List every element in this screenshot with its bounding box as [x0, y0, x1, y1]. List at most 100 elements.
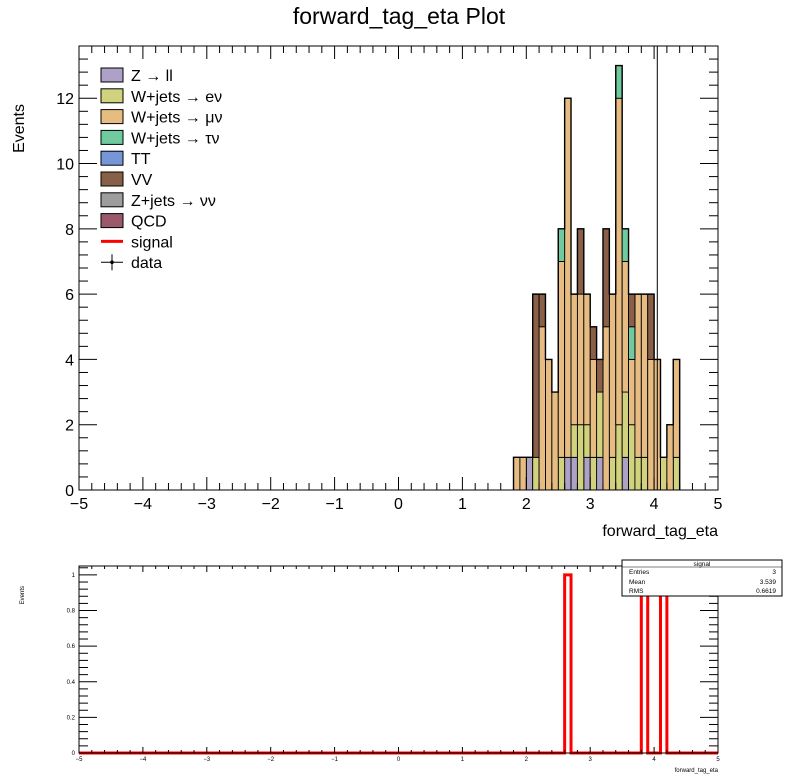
lower-y-axis-label: Events	[20, 586, 26, 604]
lower-x-tick-label: −4	[139, 757, 147, 763]
bar-w-jets-e-15	[608, 456, 617, 491]
bar-w-jets-e-20	[640, 456, 649, 491]
bar-z-ll-2	[525, 456, 534, 491]
main-x-tick-label: 0	[394, 496, 403, 513]
main-x-tick-label: −4	[134, 496, 152, 513]
bar-w-jets-15	[608, 293, 617, 458]
bar-w-jets-12	[589, 358, 598, 458]
bar-w-jets-e-23	[660, 456, 668, 491]
main-stack-bars	[512, 64, 681, 491]
legend-tt-swatch	[100, 150, 124, 166]
main-y-tick-label: 2	[65, 418, 74, 435]
main-y-tick-label: 0	[65, 483, 74, 500]
lower-x-tick-label: 4	[652, 757, 656, 763]
bar-w-jets-20	[640, 293, 649, 458]
bar-w-jets-25	[672, 358, 681, 458]
bar-w-jets-16	[615, 97, 623, 426]
legend-w-jets-e-swatch	[100, 88, 124, 104]
bar-w-jets-9	[570, 293, 578, 426]
legend-data-label: data	[131, 255, 162, 272]
bar-vv-13	[596, 358, 604, 393]
stats-entries-label: Entries	[629, 569, 650, 576]
bar-z-ll-11	[583, 456, 591, 491]
stats-rms-value: 0.6619	[756, 588, 776, 595]
bar-z-ll-9	[570, 456, 578, 491]
bar-w-jets-14	[602, 326, 610, 491]
bar-w-jets-19	[634, 293, 642, 458]
main-x-axis-label: forward_tag_eta	[602, 523, 718, 540]
bar-vv-14	[602, 228, 610, 328]
main-y-axis-label: Events	[11, 104, 28, 153]
bar-w-jets-18	[628, 358, 636, 426]
bar-w-jets-24	[666, 424, 674, 491]
main-y-tick-label: 4	[65, 352, 74, 369]
lower-x-tick-label: 2	[525, 757, 529, 763]
legend-w-jets-e-label: W+jets → eν	[131, 89, 222, 106]
bar-vv-10	[576, 228, 585, 295]
main-x-tick-label: −5	[70, 496, 88, 513]
bar-w-jets-1	[519, 456, 527, 491]
bar-w-jets-e-18	[628, 424, 636, 491]
bar-w-jets-7	[557, 261, 566, 458]
lower-x-axis-label: forward_tag_eta	[675, 768, 719, 774]
bar-w-jets-e-3	[532, 456, 540, 491]
stats-mean-label: Mean	[629, 579, 646, 586]
bar-z-ll-8	[564, 456, 572, 491]
stats-title: signal	[694, 561, 712, 568]
legend-z-ll-label: Z → ll	[131, 68, 173, 85]
lower-y-tick-label: 0.6	[67, 644, 76, 650]
bar-w-jets-e-25	[672, 456, 681, 491]
legend-z-jets-swatch	[100, 192, 124, 208]
legend-vv-label: VV	[131, 172, 153, 189]
bar-w-jets-e-19	[634, 456, 642, 491]
bar-w-jets-5	[545, 358, 553, 491]
chart-title: forward_tag_eta Plot	[293, 3, 506, 29]
signal-step-line	[79, 573, 718, 755]
bar-w-jets-8	[564, 97, 572, 458]
lower-y-tick-label: 0.8	[67, 609, 76, 615]
main-x-tick-label: −2	[262, 496, 280, 513]
main-x-tick-label: 2	[522, 496, 531, 513]
bar-z-ll-17	[621, 456, 629, 491]
bar-w-jets-e-16	[615, 424, 623, 491]
main-x-tick-label: −3	[198, 496, 216, 513]
main-y-tick-label: 12	[56, 91, 74, 108]
lower-x-tick-label: −3	[203, 757, 211, 763]
bar-w-jets-e-7	[557, 456, 566, 491]
lower-y-tick-label: 0.2	[67, 715, 76, 721]
legend-qcd-swatch	[100, 213, 124, 229]
bar-vv-3	[532, 293, 540, 458]
main-y-tick-label: 6	[65, 287, 74, 304]
main-x-tick-label: 3	[586, 496, 595, 513]
lower-y-tick-label: 1	[72, 573, 76, 579]
legend-tt-label: TT	[131, 151, 151, 168]
lower-x-tick-label: −2	[267, 757, 275, 763]
bar-z-ll-13	[596, 456, 604, 491]
stats-mean-value: 3.539	[760, 579, 777, 586]
lower-x-tick-label: 3	[589, 757, 593, 763]
bar-w-jets-17	[621, 228, 629, 262]
main-y-tick-label: 10	[56, 157, 74, 174]
lower-x-tick-label: 5	[716, 757, 720, 763]
bar-vv-4	[538, 293, 546, 328]
bar-vv-21	[647, 293, 655, 360]
bar-w-jets-10	[576, 293, 585, 426]
bar-w-jets-e-9	[570, 424, 578, 458]
bar-w-jets-e-13	[596, 391, 604, 458]
main-x-tick-label: −1	[325, 496, 343, 513]
lower-axes: −5 −4 −3 −2 −1 0 1 2 3 4 5 0 0.2 0.4 0.6 0.8 1	[67, 566, 720, 763]
stats-box: signal Entries 3 Mean 3.539 RMS 0.6619	[621, 559, 783, 597]
legend-z-ll-swatch	[100, 67, 124, 83]
bar-w-jets-e-11	[583, 424, 591, 458]
bar-w-jets-18	[628, 326, 636, 360]
legend-w-jets-swatch	[100, 109, 124, 125]
stack-outline	[512, 64, 681, 490]
stats-entries-value: 3	[772, 569, 776, 576]
legend-w-jets-label: W+jets → τν	[131, 130, 220, 147]
lower-x-tick-label: −5	[76, 757, 84, 763]
main-y-tick-label: 8	[65, 222, 74, 239]
bar-w-jets-17	[621, 261, 629, 393]
legend-data-marker	[110, 260, 114, 265]
